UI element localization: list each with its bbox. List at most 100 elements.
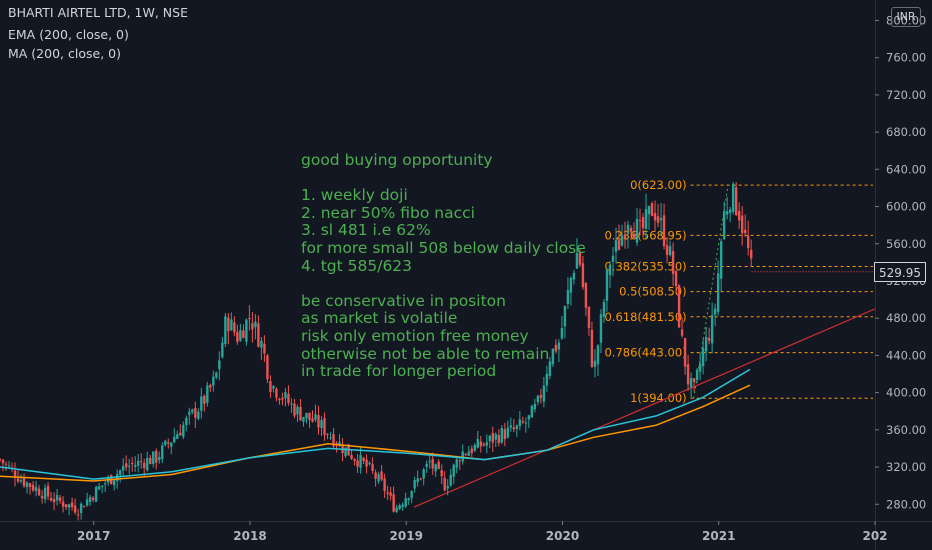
candle-body [542,385,546,402]
candle-body [584,283,588,308]
candle-body [692,378,696,383]
candle-body [128,465,131,467]
candle-body [88,497,92,502]
y-tick-label: 640.00 [886,162,926,176]
candle-body [750,249,753,259]
candle-body [140,461,143,463]
y-tick-label: 360.00 [886,423,926,437]
candle-body [605,270,609,301]
candle-body [52,499,56,503]
ema-line [0,368,751,480]
candle-body [188,411,191,415]
candle-body [380,471,383,480]
annotation-line: otherwise not be able to remain [301,344,550,363]
annotation-line: 2. near 50% fibo nacci [301,203,475,222]
candle-body [485,442,488,446]
candle-body [254,321,257,328]
candle-body [323,418,326,435]
symbol-title[interactable]: BHARTI AIRTEL LTD, 1W, NSE [8,5,188,20]
annotation-text[interactable]: good buying opportunity 1. weekly doji 2… [301,151,586,381]
candle-body [590,330,594,367]
fib-diagonal [693,185,729,399]
fib-level-label: 1(394.00) [630,391,687,405]
candle-body [743,229,747,234]
currency-badge[interactable]: INR [891,7,921,27]
candle-body [221,342,224,358]
candle-body [257,323,260,347]
candle-body [64,504,68,508]
candle-body [698,363,702,372]
candle-body [137,460,140,466]
candle-body [332,434,335,447]
candle-body [281,397,284,400]
candle-body [725,211,729,215]
candle-body [275,388,278,398]
candle-body [242,330,245,339]
candle-body [710,314,714,344]
last-price-badge: 529.95 [874,261,926,282]
y-tick-label: 760.00 [886,51,926,65]
candle-body [28,483,32,488]
candle-body [437,461,440,469]
annotation-line: in trade for longer period [301,362,497,381]
candle-body [209,385,212,388]
candle-body [49,497,53,501]
candle-body [677,285,681,328]
candle-body [572,272,576,280]
y-tick-label: 560.00 [886,237,926,251]
candle-body [305,413,308,419]
y-tick-label: 320.00 [886,460,926,474]
candle-body [428,461,431,463]
x-tick-label: 2017 [77,529,110,543]
candle-body [383,478,386,492]
candle-body [272,386,275,389]
candle-body [37,488,41,496]
candle-body [650,203,654,216]
candle-body [79,503,83,514]
candle-body [43,487,47,500]
candle-body [491,432,494,443]
candle-body [707,337,711,341]
ema-indicator-label[interactable]: EMA (200, close, 0) [8,27,129,42]
candle-body [287,393,290,404]
y-tick-label: 400.00 [886,386,926,400]
candle-body [200,396,203,411]
candle-body [146,458,149,471]
candle-body [67,504,71,508]
candle-body [461,451,464,462]
candle-body [431,459,434,469]
candle-body [470,448,473,454]
annotation-line: good buying opportunity [301,151,493,169]
candle-body [197,411,200,419]
candle-body [746,235,750,249]
candle-body [716,273,720,313]
candle-body [239,330,242,341]
candle-body [344,447,347,457]
x-tick-label: 2020 [546,529,579,543]
ma-indicator-label[interactable]: MA (200, close, 0) [8,46,121,61]
candle-body [278,398,281,401]
candle-body [416,478,419,482]
candle-body [695,369,699,381]
candle-body [164,440,167,445]
candle-body [377,474,380,482]
candle-body [656,216,660,223]
candle-body [61,501,65,507]
candle-body [118,470,122,475]
candle-body [362,457,365,462]
candle-body [608,264,612,276]
x-tick-label: 2018 [233,529,266,543]
fib-level-label: 0.5(508.50) [619,285,687,299]
candle-body [506,427,510,438]
candle-body [227,317,230,332]
candle-body [578,252,582,265]
annotation-line: for more small 508 below daily close [301,238,586,257]
candle-body [158,457,161,461]
candle-body [464,453,467,455]
candle-body [356,460,359,467]
y-tick-label: 480.00 [886,311,926,325]
candle-body [248,318,251,320]
x-tick-label: 202 [862,529,887,543]
candle-body [34,487,38,491]
